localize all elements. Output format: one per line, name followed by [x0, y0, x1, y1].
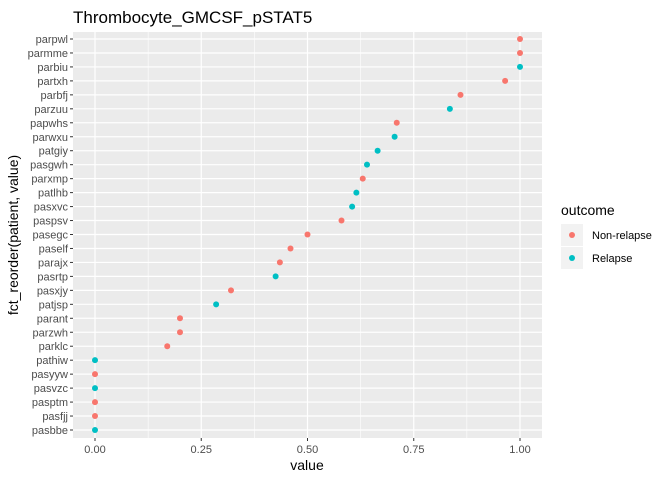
y-tick-label: patjsp	[39, 299, 68, 311]
data-point-papwhs	[393, 119, 400, 126]
x-tick-label: 0.25	[191, 444, 212, 456]
y-tick-label: pasyyw	[31, 369, 68, 381]
y-tick-label: pasrtp	[37, 271, 68, 283]
y-tick-label: pasegc	[33, 230, 69, 242]
data-point-paspsv	[338, 217, 345, 224]
data-point-parpwl	[517, 36, 523, 42]
y-tick-label: parpwl	[36, 34, 68, 46]
legend-label: Non-relapse	[592, 230, 652, 242]
y-tick-label: parklc	[39, 341, 69, 353]
legend-label: Relapse	[592, 253, 632, 265]
data-point-paself	[287, 245, 294, 252]
data-point-pathiw	[92, 357, 98, 364]
y-tick-label: pathiw	[36, 355, 68, 367]
data-point-parzuu	[446, 105, 453, 112]
x-tick-label: 0.50	[297, 444, 318, 456]
y-tick-label: pasfjj	[42, 411, 68, 423]
y-tick-label: parajx	[38, 257, 68, 269]
grid-lines	[73, 32, 542, 438]
data-point-partxh	[502, 77, 509, 84]
y-tick-label: papwhs	[30, 118, 68, 130]
legend: outcome Non-relapse Relapse	[561, 202, 652, 269]
y-tick-label: pasgwh	[30, 160, 68, 172]
x-tick-label: 0.75	[403, 444, 424, 456]
data-point-parmme	[517, 49, 523, 56]
x-tick-label: 0.00	[84, 444, 105, 456]
data-point-pasxjy	[228, 287, 234, 294]
y-tick-labels: parpwl parmme parbiu partxh parbfj parzuu papw…	[28, 34, 73, 437]
data-point-patjsp	[213, 301, 220, 308]
chart-title: Thrombocyte_GMCSF_pSTAT5	[73, 8, 312, 27]
data-point-pasptm	[92, 399, 98, 406]
y-tick-label: parbfj	[40, 90, 68, 102]
x-tick-label: 1.00	[509, 444, 530, 456]
data-point-pasrtp	[272, 273, 279, 280]
data-point-patgiy	[374, 147, 381, 154]
data-point-pasxvc	[349, 203, 356, 210]
data-point-pasgwh	[364, 161, 370, 168]
legend-key-non-relapse	[569, 232, 575, 238]
y-tick-label: pasvzc	[34, 383, 69, 395]
y-tick-label: paself	[39, 243, 69, 255]
y-tick-label: pasbbe	[32, 425, 68, 437]
y-tick-label: parzuu	[34, 104, 68, 116]
data-point-pasfjj	[92, 413, 98, 420]
y-tick-label: patlhb	[38, 188, 68, 200]
y-tick-label: paspsv	[33, 216, 68, 228]
y-tick-label: parbiu	[37, 62, 68, 74]
data-point-parklc	[164, 343, 171, 350]
x-tick-labels: 0.00 0.25 0.50 0.75 1.00	[84, 438, 531, 456]
y-tick-label: patgiy	[39, 146, 69, 158]
y-axis-label: fct_reorder(patient, value)	[5, 155, 21, 315]
y-tick-label: partxh	[37, 76, 68, 88]
data-point-parxmp	[359, 175, 366, 182]
data-points	[92, 36, 523, 433]
y-tick-label: parwxu	[33, 132, 68, 144]
y-tick-label: parmme	[28, 48, 68, 60]
data-point-pasegc	[304, 231, 311, 238]
y-tick-label: parant	[37, 313, 68, 325]
data-point-pasvzc	[92, 385, 98, 392]
data-point-parajx	[276, 259, 283, 266]
y-tick-label: pasxvc	[34, 202, 69, 214]
data-point-patlhb	[353, 189, 360, 196]
data-point-parbfj	[457, 91, 464, 98]
legend-key-relapse	[569, 255, 575, 261]
data-point-parwxu	[391, 133, 398, 140]
legend-items: Non-relapse Relapse	[561, 224, 652, 269]
x-axis-label: value	[290, 457, 324, 473]
y-tick-label: parxmp	[31, 174, 68, 186]
data-point-parbiu	[517, 63, 523, 70]
data-point-parzwh	[177, 329, 183, 336]
legend-title: outcome	[561, 202, 615, 218]
data-point-pasyyw	[92, 371, 98, 378]
y-tick-label: parzwh	[33, 327, 68, 339]
data-point-pasbbe	[92, 427, 98, 433]
data-point-parant	[177, 315, 183, 322]
y-tick-label: pasxjy	[37, 285, 69, 297]
y-tick-label: pasptm	[32, 397, 68, 409]
